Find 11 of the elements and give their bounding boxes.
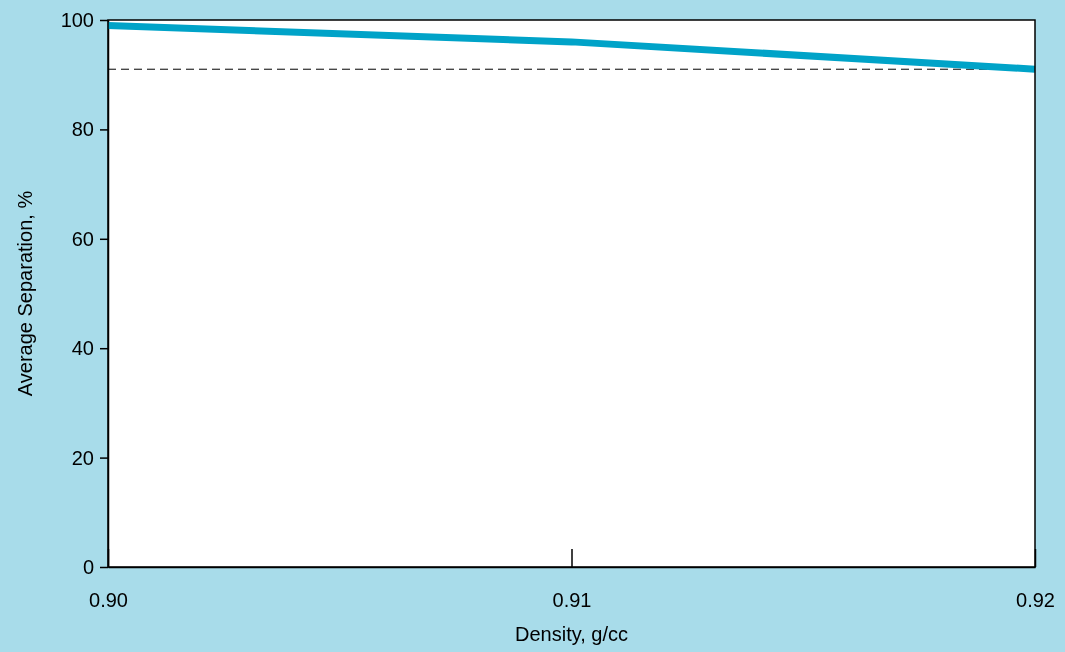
x-tick-label: 0.92: [1016, 589, 1055, 612]
y-tick-label: 60: [71, 227, 94, 250]
y-tick-label: 40: [71, 337, 94, 360]
y-tick-label: 0: [82, 555, 94, 578]
x-axis-title: Density, g/cc: [515, 623, 628, 645]
y-axis-title: Average Separation, %: [14, 190, 36, 397]
y-tick-label: 100: [60, 8, 94, 31]
y-tick-label: 20: [71, 446, 94, 469]
y-tick-label: 80: [71, 118, 94, 141]
x-tick-label: 0.91: [552, 589, 592, 612]
x-tick-label: 0.90: [89, 589, 128, 612]
